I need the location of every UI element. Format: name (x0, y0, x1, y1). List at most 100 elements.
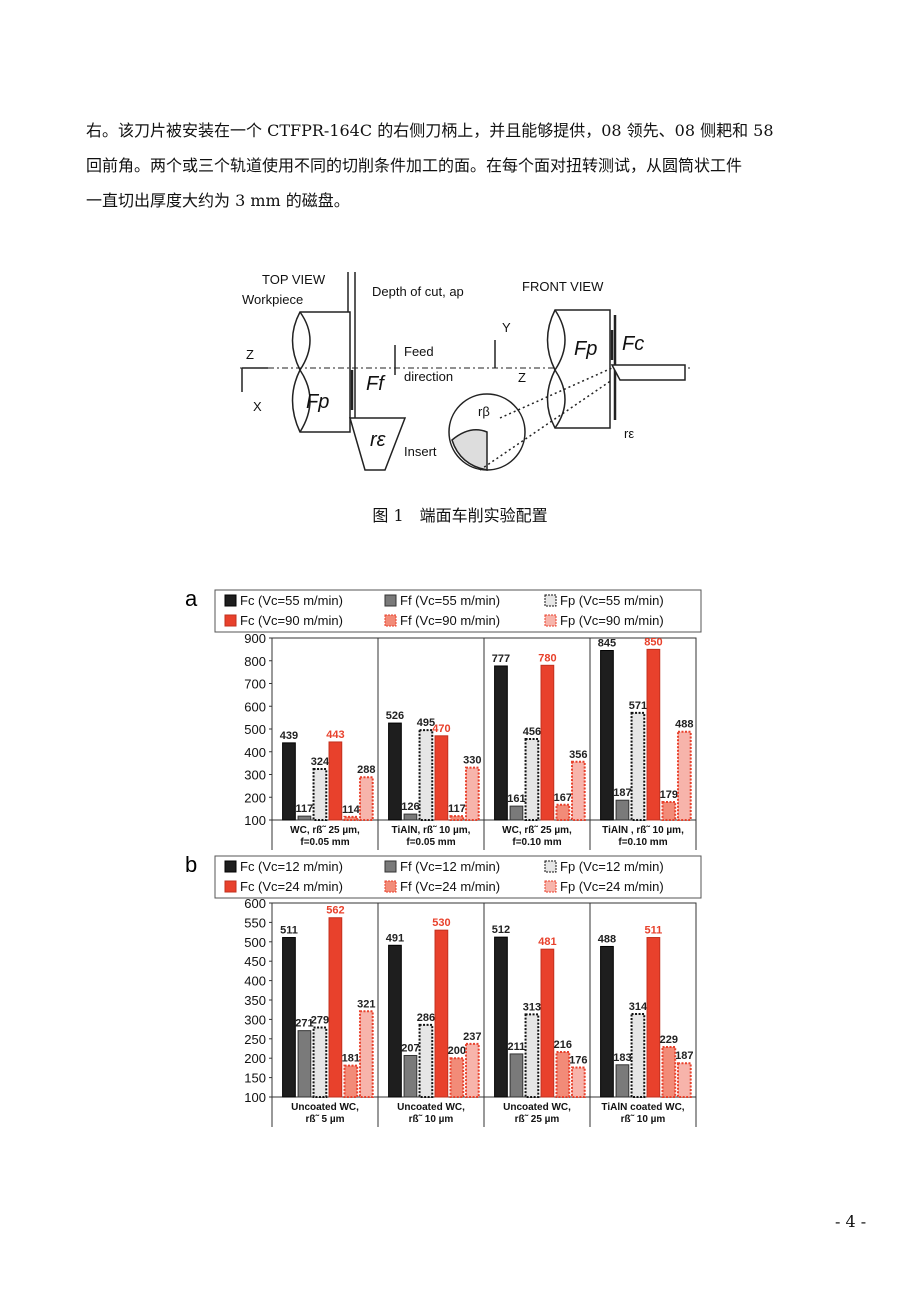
bar (509, 1053, 524, 1098)
value-label: 286 (417, 1012, 435, 1024)
y-tick-label: 150 (244, 1071, 266, 1086)
diagram-label: X (253, 399, 262, 414)
bar (282, 742, 296, 821)
value-label: 237 (463, 1031, 481, 1043)
value-label: 179 (660, 789, 678, 801)
bar (555, 803, 571, 822)
value-label: 216 (554, 1039, 572, 1051)
y-tick-label: 900 (244, 631, 266, 646)
value-label: 229 (660, 1034, 678, 1046)
legend-swatch (384, 860, 397, 873)
bar (540, 948, 555, 1098)
diagram-label: TOP VIEW (262, 272, 326, 287)
value-label: 183 (613, 1052, 631, 1064)
bar (494, 936, 508, 1098)
legend-label: Fp (Vc=12 m/min) (560, 859, 664, 874)
diagram-label: Fc (622, 333, 644, 355)
value-label: 439 (280, 730, 298, 742)
legend-label: Fp (Vc=90 m/min) (560, 613, 664, 628)
legend-label: Ff (Vc=24 m/min) (400, 879, 500, 894)
value-label: 187 (675, 1050, 693, 1062)
value-label: 313 (523, 1001, 541, 1013)
bar (676, 730, 692, 821)
bar (297, 815, 312, 821)
bar (418, 1023, 434, 1099)
value-label: 571 (629, 700, 647, 712)
bar (509, 805, 524, 821)
diagram-label: Fp (306, 391, 329, 413)
bar (388, 722, 402, 821)
value-label: 279 (311, 1015, 329, 1027)
value-label: 491 (386, 932, 404, 944)
diagram-label: Depth of cut, ap (372, 284, 464, 299)
value-label: 314 (629, 1001, 648, 1013)
panel-label: a (185, 586, 198, 611)
bar (661, 801, 677, 822)
bar (464, 1042, 480, 1098)
bar (449, 815, 465, 822)
bar (540, 664, 555, 821)
value-label: 845 (598, 638, 616, 650)
value-label: 200 (448, 1045, 466, 1057)
bar (494, 665, 508, 821)
value-label: 481 (538, 936, 556, 948)
diagram-label: FRONT VIEW (522, 279, 604, 294)
value-label: 126 (401, 801, 419, 813)
value-label: 176 (569, 1055, 587, 1067)
y-tick-label: 100 (244, 813, 266, 828)
diagram-label: Workpiece (242, 292, 303, 307)
value-label: 456 (523, 726, 541, 738)
bar (661, 1045, 677, 1098)
x-tick-label: Uncoated WC, rß˜ 5 µm (291, 1102, 359, 1125)
legend-swatch (544, 860, 557, 873)
y-tick-label: 300 (244, 1012, 266, 1027)
diagram (240, 272, 690, 471)
page-number: - 4 - (835, 1212, 866, 1231)
bar (570, 760, 586, 822)
paragraph-line: 回前角。两个或三个轨道使用不同的切削条件加工的面。在每个面对扭转测试，从圆筒状工… (86, 156, 742, 175)
value-label: 356 (569, 749, 587, 761)
paragraph-line: 右。该刀片被安装在一个 CTFPR-164C 的右侧刀柄上，并且能够提供，08 … (86, 121, 774, 140)
bar (646, 648, 661, 821)
bar (555, 1050, 571, 1098)
bar (464, 766, 480, 821)
diagram-label: direction (404, 369, 453, 384)
x-tick-label: WC, rß˜ 25 µm, f=0.10 mm (502, 825, 572, 848)
x-tick-label: WC, rß˜ 25 µm, f=0.05 mm (290, 825, 360, 848)
value-label: 288 (357, 764, 375, 776)
bar (328, 917, 343, 1098)
value-label: 850 (644, 636, 662, 648)
y-tick-label: 200 (244, 1051, 266, 1066)
y-tick-label: 450 (244, 954, 266, 969)
bar (615, 1064, 630, 1098)
bar (418, 729, 434, 822)
legend-box (214, 855, 702, 899)
legend-swatch (224, 880, 237, 893)
value-label: 114 (342, 804, 361, 816)
value-label: 780 (538, 652, 556, 664)
legend-swatch (224, 594, 237, 607)
value-label: 117 (448, 803, 466, 815)
bar (328, 741, 343, 821)
legend-swatch (544, 594, 557, 607)
bar (282, 937, 296, 1098)
bar (388, 944, 402, 1098)
value-label: 161 (507, 793, 525, 805)
bar (524, 738, 540, 822)
bar (524, 1013, 540, 1099)
y-tick-label: 500 (244, 935, 266, 950)
x-tick-label: TiAlN , rß˜ 10 µm, f=0.10 mm (602, 825, 684, 848)
y-tick-label: 500 (244, 722, 266, 737)
y-tick-label: 600 (244, 896, 266, 911)
x-tick-label: Uncoated WC, rß˜ 25 µm (503, 1102, 571, 1125)
diagram-labels: TOP VIEW Workpiece Depth of cut, ap FRONT V… (242, 272, 644, 459)
bar (434, 735, 449, 821)
y-tick-label: 250 (244, 1032, 266, 1047)
value-label: 470 (432, 723, 450, 735)
y-tick-label: 400 (244, 745, 266, 760)
diagram-label: Feed (404, 344, 434, 359)
value-label: 511 (645, 925, 663, 937)
value-label: 526 (386, 710, 404, 722)
diagram-label: Insert (404, 444, 437, 459)
bar (312, 1026, 328, 1098)
